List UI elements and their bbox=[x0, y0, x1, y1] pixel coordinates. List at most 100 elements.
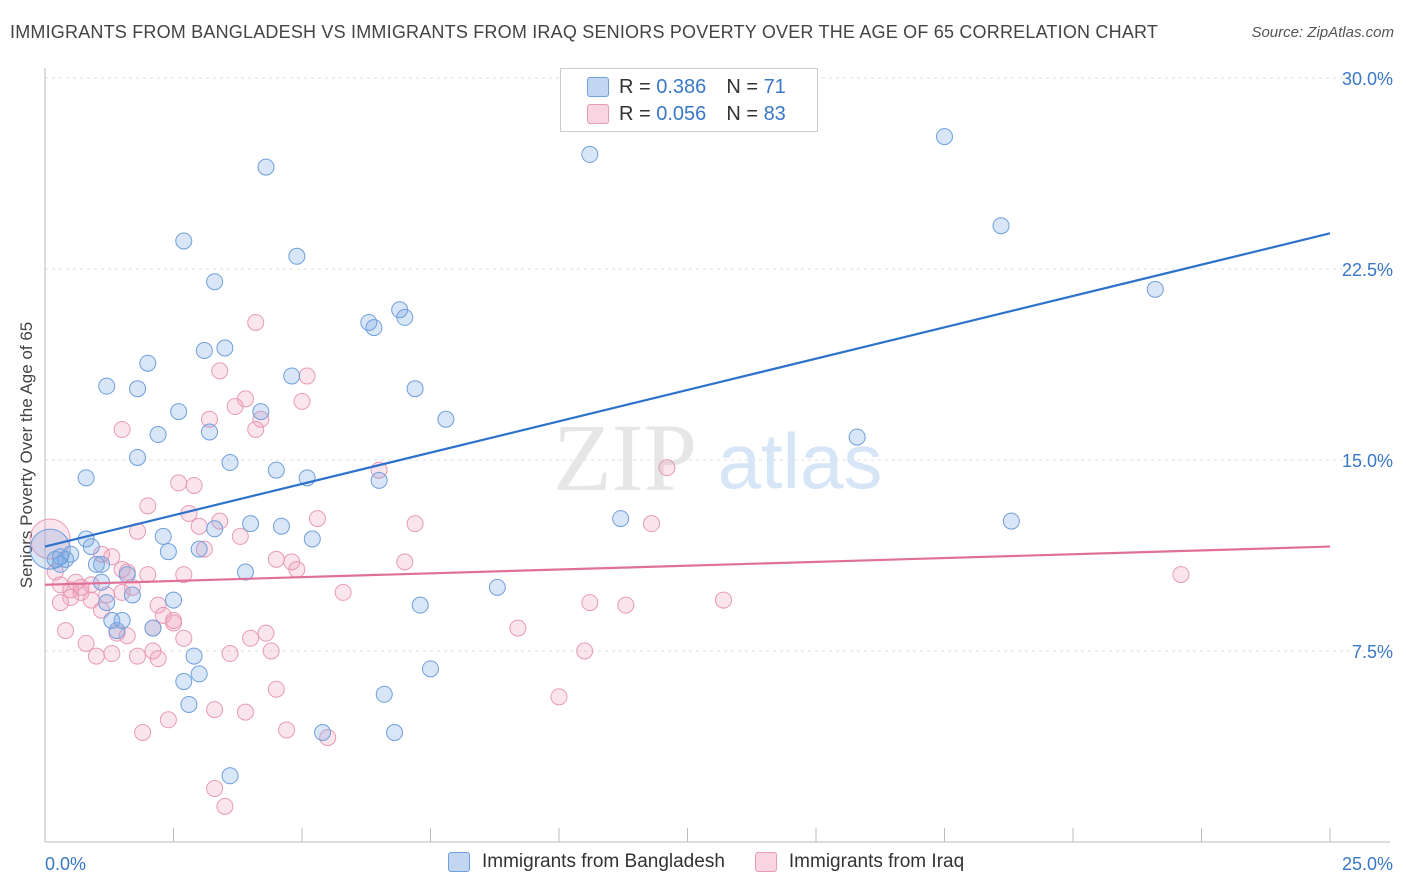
iraq-point bbox=[159, 711, 177, 729]
bangladesh-point bbox=[283, 367, 301, 385]
bangladesh-point bbox=[216, 339, 234, 357]
bangladesh-point bbox=[206, 520, 224, 538]
iraq-point bbox=[262, 642, 280, 660]
bangladesh-point bbox=[437, 410, 455, 428]
bangladesh-point bbox=[411, 596, 429, 614]
legend-item-bangladesh[interactable]: Immigrants from Bangladesh bbox=[448, 851, 725, 873]
iraq-point bbox=[236, 390, 254, 408]
axes bbox=[44, 68, 1390, 843]
legend-label-bangladesh: Immigrants from Bangladesh bbox=[482, 851, 725, 872]
bangladesh-point bbox=[257, 158, 275, 176]
watermark-zip: ZIP bbox=[553, 404, 697, 511]
bangladesh-legend-swatch bbox=[448, 852, 470, 872]
stats-legend: R = 0.386 N = 71 R = 0.056 N = 83 bbox=[560, 68, 818, 132]
bangladesh-point bbox=[252, 403, 270, 421]
bangladesh-point bbox=[175, 673, 193, 691]
iraq-point bbox=[247, 420, 265, 438]
iraq-point bbox=[211, 362, 229, 380]
bangladesh-trend-line bbox=[44, 232, 1331, 548]
iraq-point bbox=[170, 474, 188, 492]
iraq-point bbox=[118, 627, 136, 645]
y-tick-label: 7.5% bbox=[1352, 642, 1393, 662]
bangladesh-point bbox=[848, 428, 866, 446]
bangladesh-point bbox=[370, 471, 388, 489]
watermark: ZIP atlas bbox=[553, 404, 882, 511]
n-label: N = bbox=[726, 75, 758, 98]
iraq-point bbox=[247, 313, 265, 331]
bangladesh-point bbox=[82, 538, 100, 556]
bangladesh-point bbox=[129, 448, 147, 466]
iraq-point bbox=[77, 634, 95, 652]
iraq-swatch bbox=[587, 104, 609, 124]
iraq-point bbox=[134, 723, 152, 741]
iraq-point bbox=[129, 647, 147, 665]
data-points bbox=[29, 128, 1190, 815]
bangladesh-point bbox=[46, 550, 64, 568]
chart-title: IMMIGRANTS FROM BANGLADESH VS IMMIGRANTS… bbox=[10, 22, 1159, 42]
iraq-point bbox=[82, 576, 100, 594]
legend-item-iraq[interactable]: Immigrants from Iraq bbox=[754, 851, 965, 873]
iraq-point bbox=[257, 624, 275, 642]
bangladesh-point bbox=[159, 543, 177, 561]
bangladesh-point bbox=[103, 611, 121, 629]
bangladesh-point bbox=[77, 469, 95, 487]
iraq-point bbox=[406, 515, 424, 533]
iraq-point bbox=[139, 497, 157, 515]
bangladesh-point bbox=[612, 510, 630, 528]
bangladesh-point bbox=[406, 380, 424, 398]
n-value: 71 bbox=[763, 75, 786, 98]
bangladesh-point bbox=[365, 319, 383, 337]
bangladesh-point bbox=[29, 528, 71, 570]
iraq-point bbox=[113, 561, 131, 579]
r-value: 0.386 bbox=[656, 75, 707, 98]
bangladesh-point bbox=[190, 665, 208, 683]
iraq-point bbox=[298, 367, 316, 385]
bangladesh-point bbox=[396, 308, 414, 326]
y-tick-label: 15.0% bbox=[1342, 451, 1393, 471]
stats-row-bangladesh: R = 0.386 N = 71 bbox=[619, 74, 786, 100]
bangladesh-point bbox=[185, 647, 203, 665]
x-tick-label: 25.0% bbox=[1342, 854, 1393, 874]
bangladesh-point bbox=[180, 695, 198, 713]
r-label: R = bbox=[619, 102, 651, 125]
bangladesh-point bbox=[154, 527, 172, 545]
watermark-atlas: atlas bbox=[718, 417, 883, 505]
bangladesh-point bbox=[422, 660, 439, 678]
trend-lines bbox=[44, 232, 1331, 586]
iraq-point bbox=[288, 561, 306, 579]
iraq-point bbox=[195, 540, 213, 558]
bangladesh-point bbox=[488, 578, 506, 596]
iraq-point bbox=[175, 566, 193, 584]
bangladesh-point bbox=[1146, 280, 1164, 298]
stats-row-iraq: R = 0.056 N = 83 bbox=[619, 101, 786, 127]
bangladesh-point bbox=[87, 555, 105, 573]
bangladesh-point bbox=[129, 380, 147, 398]
iraq-legend-swatch bbox=[754, 852, 777, 872]
n-value: 83 bbox=[763, 102, 786, 125]
bangladesh-point bbox=[139, 354, 157, 372]
bangladesh-point bbox=[190, 540, 208, 558]
bangladesh-point bbox=[175, 232, 193, 250]
bangladesh-point bbox=[98, 377, 116, 395]
legend-label-iraq: Immigrants from Iraq bbox=[788, 851, 965, 872]
bangladesh-point bbox=[149, 426, 167, 444]
bangladesh-point bbox=[98, 594, 116, 612]
iraq-point bbox=[175, 629, 193, 647]
iraq-point bbox=[242, 629, 260, 647]
bangladesh-point bbox=[267, 461, 285, 479]
bangladesh-point bbox=[386, 723, 404, 741]
y-tick-label: 30.0% bbox=[1342, 69, 1393, 89]
iraq-point bbox=[185, 476, 203, 494]
iraq-point bbox=[267, 550, 285, 568]
bangladesh-point bbox=[144, 619, 162, 637]
iraq-point bbox=[334, 583, 352, 601]
gridlines bbox=[45, 77, 1390, 652]
iraq-point bbox=[236, 703, 254, 721]
iraq-point bbox=[396, 553, 414, 571]
iraq-point bbox=[206, 701, 224, 719]
bangladesh-point bbox=[113, 611, 131, 629]
iraq-point bbox=[190, 517, 208, 535]
r-value: 0.056 bbox=[656, 102, 707, 125]
iraq-point bbox=[165, 614, 182, 632]
bangladesh-point bbox=[236, 563, 254, 581]
